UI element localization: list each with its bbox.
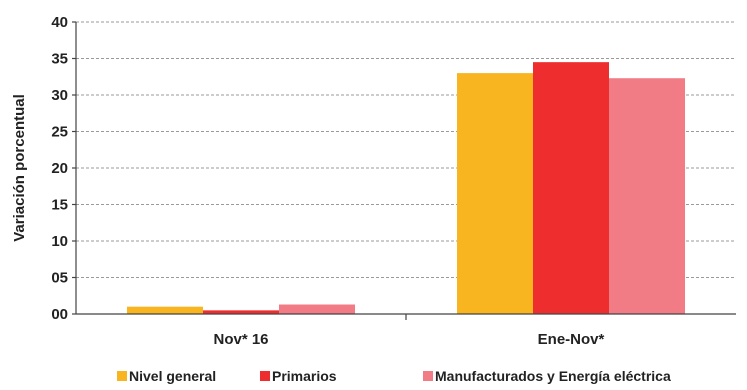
bar [127,306,203,314]
gridlines [76,21,736,278]
legend-swatch [423,371,433,381]
y-tick-label: 30 [51,87,68,104]
y-tick-label: 00 [51,306,68,323]
bar [457,73,533,314]
y-tick-label: 25 [51,124,68,141]
legend-label: Manufacturados y Energía eléctrica [435,368,671,384]
legend-swatch [260,371,270,381]
y-tick-label: 10 [51,233,68,250]
y-tick-labels: 00 05 10 15 20 25 30 35 40 [51,14,76,323]
x-category-labels: Nov* 16 Ene-Nov* [213,331,604,348]
bar [533,62,609,315]
bars [127,62,685,315]
y-tick-label: 40 [51,14,68,31]
legend-label: Nivel general [129,368,216,384]
x-category-label: Ene-Nov* [538,331,605,348]
y-axis-label: Variación porcentual [11,94,28,242]
bar [279,304,355,314]
y-tick-label: 20 [51,160,68,177]
legend-swatch [117,371,127,381]
x-category-label: Nov* 16 [213,331,268,348]
bar [609,78,685,315]
y-tick-label: 05 [51,270,68,287]
y-tick-label: 35 [51,51,68,68]
y-tick-label: 15 [51,197,68,214]
bar [203,310,279,314]
legend: Nivel general Primarios Manufacturados y E… [117,368,671,384]
legend-label: Primarios [272,368,337,384]
